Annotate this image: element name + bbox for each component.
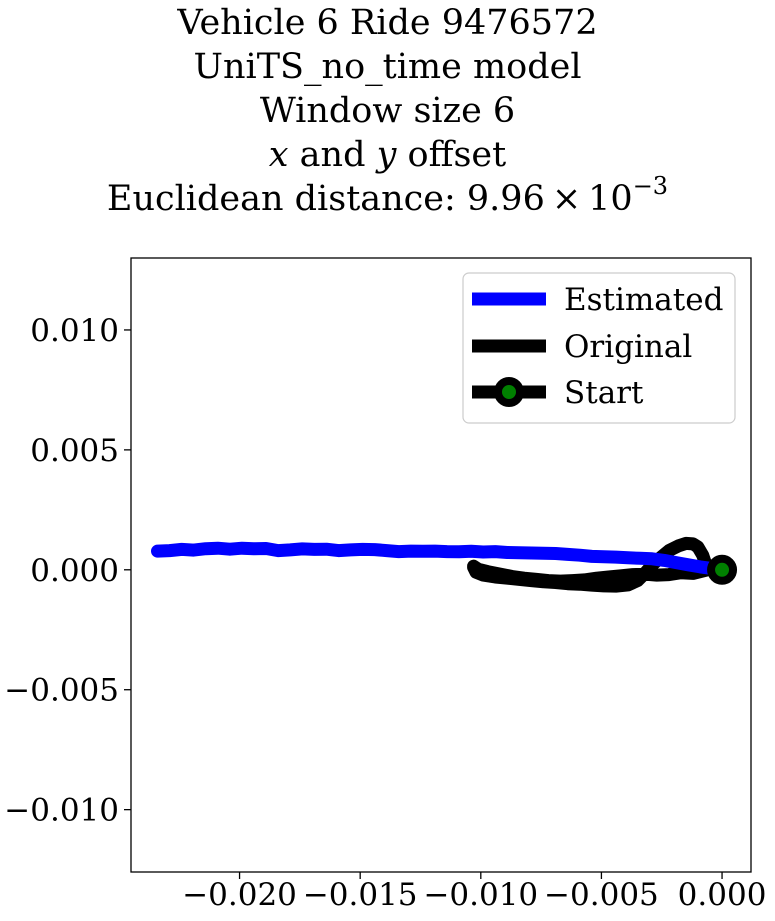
plot-frame (130, 257, 752, 873)
title-line-1: Vehicle 6 Ride 9476572 (177, 3, 598, 43)
legend: Estimated Original Start (462, 272, 736, 424)
y-axis: 0.010 0.005 0.000 −0.005 −0.010 (4, 313, 131, 829)
start-point-marker (707, 554, 738, 585)
title-line-2: UniTS_no_time model (193, 47, 582, 87)
title-exponent: −3 (632, 172, 669, 200)
series-line-estimated (151, 541, 729, 577)
x-tick-label: −0.020 (182, 877, 297, 913)
title-var-x: x (268, 135, 289, 175)
x-tick-label: −0.005 (544, 877, 659, 913)
legend-swatch-start-marker (494, 377, 524, 407)
x-tick-label: −0.010 (423, 877, 538, 913)
title-line-3: Window size 6 (259, 91, 516, 131)
title-and: and (288, 135, 377, 175)
title-distance: Euclidean distance: 9.96 × 10 (106, 179, 633, 219)
y-tick-label: 0.005 (30, 433, 119, 469)
legend-label-estimated: Estimated (564, 282, 723, 318)
legend-label-start: Start (564, 375, 644, 411)
x-tick-label: 0.000 (678, 877, 767, 913)
legend-label-original: Original (564, 329, 692, 365)
title-offset: offset (396, 135, 507, 175)
x-axis: −0.020 −0.015 −0.010 −0.005 0.000 (182, 872, 766, 913)
y-tick-label: −0.005 (4, 673, 119, 709)
series-layer (151, 536, 738, 593)
x-tick-label: −0.015 (303, 877, 418, 913)
y-tick-label: −0.010 (4, 793, 119, 829)
series-line-original (467, 536, 715, 593)
title-line-5: Euclidean distance: 9.96 × 10−3 (0, 174, 775, 222)
title-line-4: x and y offset (0, 133, 775, 178)
y-tick-label: 0.010 (30, 313, 119, 349)
y-tick-label: 0.000 (30, 553, 119, 589)
title-var-y: y (376, 135, 397, 175)
